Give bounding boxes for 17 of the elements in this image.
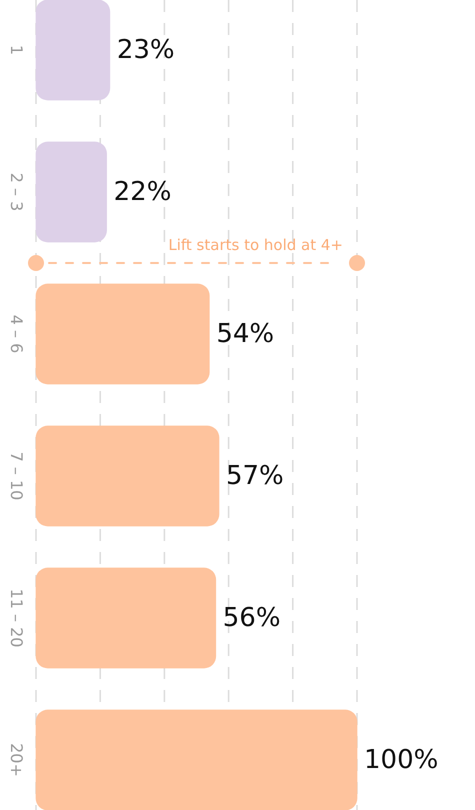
data-label: 23% (116, 34, 175, 65)
y-tick-label: 4 – 6 (6, 314, 26, 354)
y-tick-label: 11 – 20 (6, 588, 26, 648)
y-tick-label: 7 – 10 (6, 452, 26, 500)
y-tick-label: 20+ (6, 743, 26, 777)
data-label: 54% (216, 318, 274, 349)
data-label: 57% (226, 460, 284, 491)
data-label: 100% (364, 744, 438, 775)
annotation: Lift starts to hold at 4+ (168, 236, 343, 254)
data-label: 56% (222, 602, 281, 633)
bar (36, 568, 216, 668)
data-label: 22% (114, 176, 172, 207)
bar (36, 710, 358, 810)
bar (36, 284, 210, 384)
y-tick-label: 1 (6, 44, 26, 56)
y-tick-label: 2 – 3 (6, 172, 26, 212)
bar (36, 426, 220, 526)
